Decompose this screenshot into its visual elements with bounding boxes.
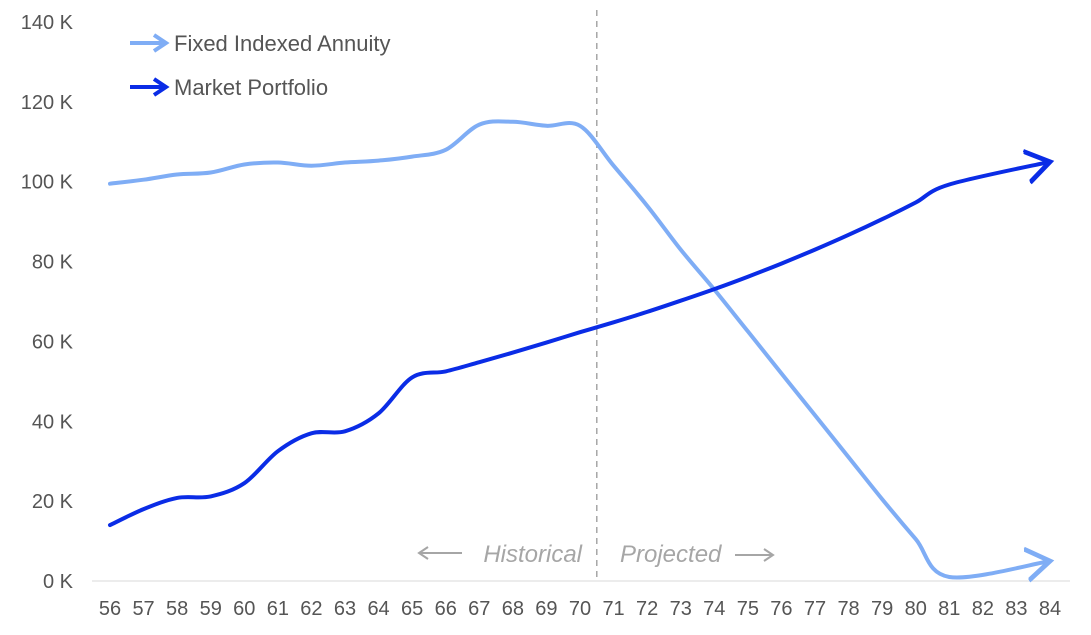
y-tick-label: 0 K bbox=[43, 571, 74, 593]
legend: Fixed Indexed Annuity Market Portfolio bbox=[130, 31, 390, 100]
x-tick-label: 73 bbox=[670, 598, 692, 620]
x-tick-label: 60 bbox=[233, 598, 255, 620]
x-tick-label: 68 bbox=[502, 598, 524, 620]
x-tick-label: 66 bbox=[435, 598, 457, 620]
x-tick-label: 57 bbox=[132, 598, 154, 620]
x-tick-label: 59 bbox=[200, 598, 222, 620]
projected-arrow-head bbox=[763, 548, 775, 562]
x-axis-tick-labels: 56 57 58 59 60 61 62 63 64 65 66 67 68 69 70 71 72 73 74 75… bbox=[99, 598, 1061, 620]
series-line-fixed-indexed-annuity bbox=[108, 119, 1050, 577]
x-tick-label: 74 bbox=[703, 598, 725, 620]
y-tick-label: 120 K bbox=[21, 92, 74, 114]
x-tick-label: 67 bbox=[468, 598, 490, 620]
legend-arrowhead-fixed-indexed-annuity bbox=[152, 33, 170, 53]
projected-label: Projected bbox=[620, 541, 722, 568]
y-tick-label: 100 K bbox=[21, 172, 74, 194]
legend-label-fixed-indexed-annuity: Fixed Indexed Annuity bbox=[174, 31, 390, 56]
x-tick-label: 64 bbox=[367, 598, 389, 620]
legend-label-market-portfolio: Market Portfolio bbox=[174, 75, 328, 100]
y-axis-tick-labels: 0 K 20 K 40 K 60 K 80 K 100 K 120 K 140 K bbox=[21, 12, 74, 593]
x-tick-label: 69 bbox=[535, 598, 557, 620]
y-tick-label: 80 K bbox=[32, 252, 74, 274]
historical-label: Historical bbox=[483, 541, 582, 568]
y-tick-label: 20 K bbox=[32, 491, 74, 513]
y-tick-label: 40 K bbox=[32, 411, 74, 433]
x-tick-label: 70 bbox=[569, 598, 591, 620]
x-tick-label: 62 bbox=[300, 598, 322, 620]
legend-item-fixed-indexed-annuity: Fixed Indexed Annuity bbox=[130, 31, 390, 56]
x-tick-label: 75 bbox=[737, 598, 759, 620]
x-tick-label: 63 bbox=[334, 598, 356, 620]
y-tick-label: 140 K bbox=[21, 12, 74, 34]
x-tick-label: 76 bbox=[770, 598, 792, 620]
x-tick-label: 72 bbox=[636, 598, 658, 620]
x-tick-label: 78 bbox=[837, 598, 859, 620]
x-tick-label: 84 bbox=[1039, 598, 1061, 620]
legend-arrowhead-market-portfolio bbox=[152, 77, 170, 97]
x-tick-label: 58 bbox=[166, 598, 188, 620]
historical-arrow-head bbox=[417, 546, 429, 560]
legend-item-market-portfolio: Market Portfolio bbox=[130, 75, 328, 100]
x-tick-label: 65 bbox=[401, 598, 423, 620]
y-tick-label: 60 K bbox=[32, 331, 74, 353]
region-labels: Historical Projected bbox=[417, 541, 775, 568]
series-lines bbox=[108, 119, 1050, 577]
x-tick-label: 81 bbox=[938, 598, 960, 620]
x-tick-label: 71 bbox=[602, 598, 624, 620]
x-tick-label: 77 bbox=[804, 598, 826, 620]
x-tick-label: 83 bbox=[1005, 598, 1027, 620]
x-tick-label: 82 bbox=[972, 598, 994, 620]
x-tick-label: 79 bbox=[871, 598, 893, 620]
x-tick-label: 61 bbox=[267, 598, 289, 620]
x-tick-label: 56 bbox=[99, 598, 121, 620]
x-tick-label: 80 bbox=[905, 598, 927, 620]
series-line-market-portfolio bbox=[108, 162, 1050, 528]
